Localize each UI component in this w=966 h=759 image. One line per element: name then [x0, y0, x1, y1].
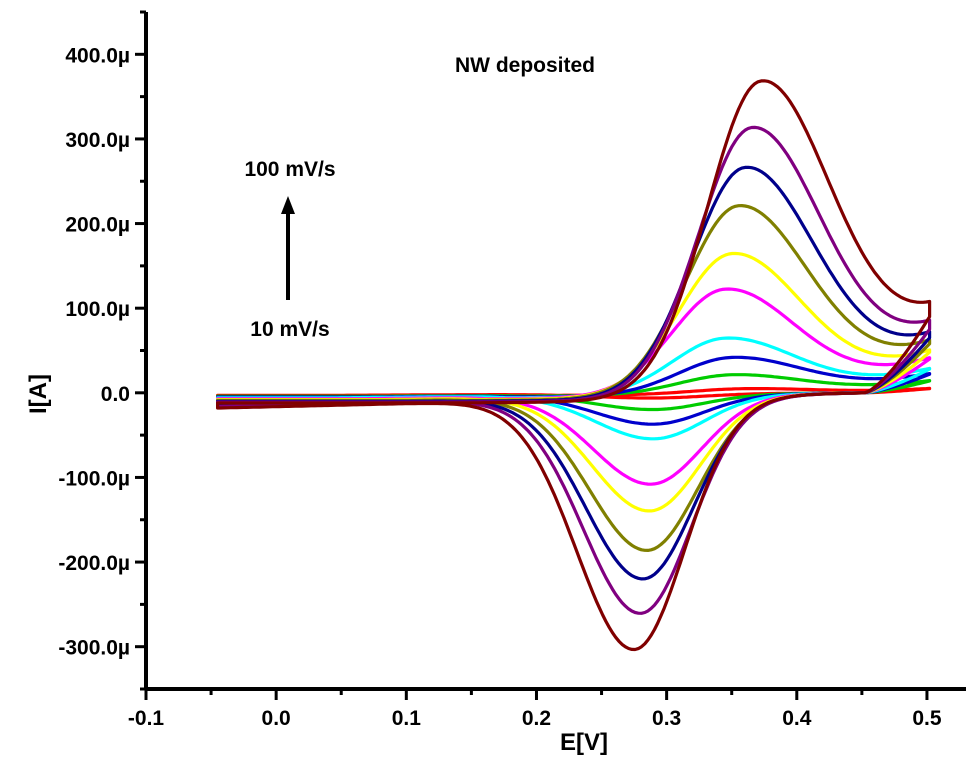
x-axis-label: E[V]	[560, 729, 608, 756]
x-tick-label: -0.1	[128, 707, 165, 730]
cv-series-line	[216, 79, 932, 652]
y-tick-label: -200.0µ	[58, 552, 130, 575]
x-tick-label: 0.1	[392, 707, 422, 730]
cv-curves	[216, 79, 932, 652]
y-tick-label: 300.0µ	[65, 129, 130, 152]
y-tick-label: -100.0µ	[58, 467, 130, 490]
x-tick-label: 0.2	[522, 707, 551, 730]
y-tick-label: 400.0µ	[65, 44, 130, 67]
x-tick-label: 0.0	[262, 707, 291, 730]
axes	[144, 12, 966, 691]
tick-labels: -0.1 0.0 0.1 0.2 0.3 0.4 0.5 400.0µ 300.0µ 200.0µ…	[58, 44, 942, 730]
y-tick-label: 0.0	[101, 383, 130, 406]
annotation-high-rate: 100 mV/s	[244, 158, 335, 181]
annotation-low-rate: 10 mV/s	[250, 318, 329, 341]
tick-marks	[135, 10, 929, 700]
chart-title: NW deposited	[455, 54, 595, 77]
y-tick-label: 200.0µ	[65, 214, 130, 237]
x-tick-label: 0.4	[782, 707, 812, 730]
y-tick-label: 100.0µ	[65, 298, 130, 321]
y-axis-label: I[A]	[25, 374, 52, 414]
scan-rate-arrow	[281, 196, 295, 300]
x-tick-label: 0.5	[912, 707, 942, 730]
y-tick-label: -300.0µ	[58, 637, 130, 660]
x-tick-label: 0.3	[652, 707, 681, 730]
